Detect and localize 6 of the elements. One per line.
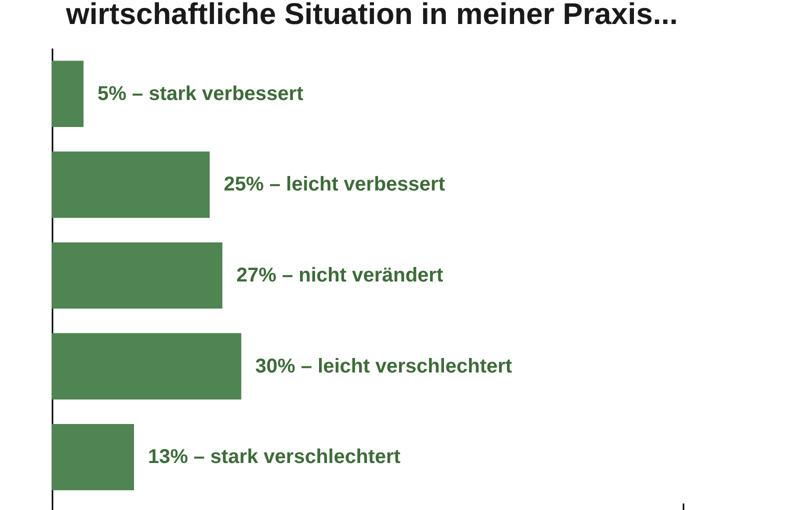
data-label: 27% – nicht verändert [236, 264, 444, 286]
data-label: 5% – stark verbessert [98, 82, 304, 105]
data-label: 25% – leicht verbessert [224, 174, 446, 196]
data-label: 30% – leicht verschlechtert [255, 355, 512, 378]
data-label: 13% – stark verschlechtert [148, 446, 401, 468]
text: wirtschaftliche Situation in meiner Praxis... [65, 0, 678, 31]
